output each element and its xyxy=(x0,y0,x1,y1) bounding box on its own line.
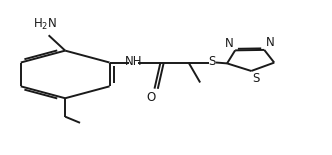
Text: S: S xyxy=(252,72,260,85)
Text: NH: NH xyxy=(124,55,142,68)
Text: N: N xyxy=(225,37,233,50)
Text: H$_2$N: H$_2$N xyxy=(33,17,57,32)
Text: O: O xyxy=(146,91,156,104)
Text: N: N xyxy=(266,36,275,49)
Text: S: S xyxy=(209,55,216,68)
